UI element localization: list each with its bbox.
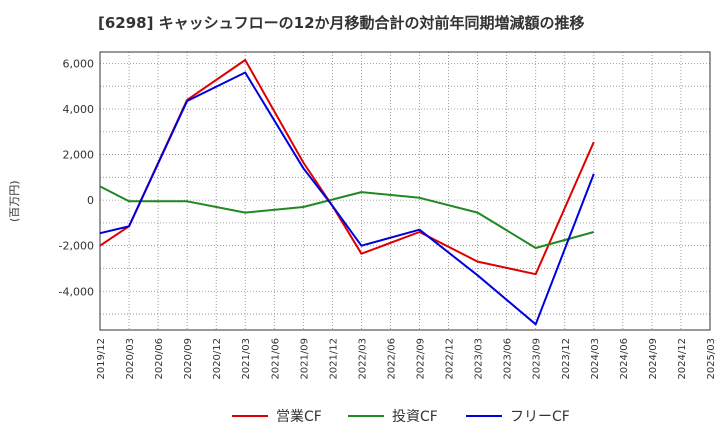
x-tick-label: 2021/03 [241, 338, 252, 380]
legend-item-investing-cf: 投資CF [348, 404, 438, 428]
legend-label: フリーCF [510, 409, 570, 425]
chart-title: [6298] キャッシュフローの12か月移動合計の対前年同期増減額の推移 [98, 14, 585, 32]
y-tick-label: -4,000 [59, 285, 94, 298]
legend-label: 投資CF [392, 409, 438, 425]
legend: 営業CF 投資CF フリーCF [0, 404, 720, 428]
x-tick-label: 2020/12 [212, 338, 223, 380]
series-line-0 [99, 59, 595, 276]
x-tick-label: 2022/06 [386, 338, 397, 380]
x-tick-label: 2024/12 [677, 338, 688, 380]
y-tick-label: 6,000 [63, 57, 95, 70]
x-tick-label: 2025/03 [706, 338, 717, 380]
x-tick-label: 2024/06 [619, 338, 630, 380]
legend-swatch [348, 415, 384, 417]
x-tick-label: 2022/03 [357, 338, 368, 380]
x-tick-label: 2021/12 [328, 338, 339, 380]
x-tick-label: 2021/06 [270, 338, 281, 380]
x-tick-label: 2024/09 [648, 338, 659, 380]
y-tick-label: 2,000 [63, 149, 95, 162]
x-tick-label: 2020/06 [154, 338, 165, 380]
legend-swatch [232, 415, 268, 417]
series-line-1 [99, 185, 595, 249]
x-tick-label: 2020/09 [183, 338, 194, 380]
x-tick-label: 2021/09 [299, 338, 310, 380]
y-tick-label: -2,000 [59, 240, 94, 253]
series-line-2 [99, 71, 595, 326]
legend-label: 営業CF [276, 409, 322, 425]
x-tick-label: 2019/12 [96, 338, 107, 380]
plot-frame [99, 51, 711, 331]
x-tick-label: 2023/09 [532, 338, 543, 380]
legend-swatch [466, 415, 502, 417]
x-tick-label: 2023/12 [561, 338, 572, 380]
x-tick-label: 2022/12 [445, 338, 456, 380]
legend-item-free-cf: フリーCF [466, 404, 570, 428]
y-tick-label: 0 [87, 194, 94, 207]
x-tick-label: 2023/06 [503, 338, 514, 380]
x-tick-label: 2023/03 [474, 338, 485, 380]
x-tick-label: 2022/09 [416, 338, 427, 380]
legend-item-operating-cf: 営業CF [232, 404, 322, 428]
x-tick-label: 2024/03 [590, 338, 601, 380]
x-tick-label: 2020/03 [125, 338, 136, 380]
y-tick-label: 4,000 [63, 103, 95, 116]
